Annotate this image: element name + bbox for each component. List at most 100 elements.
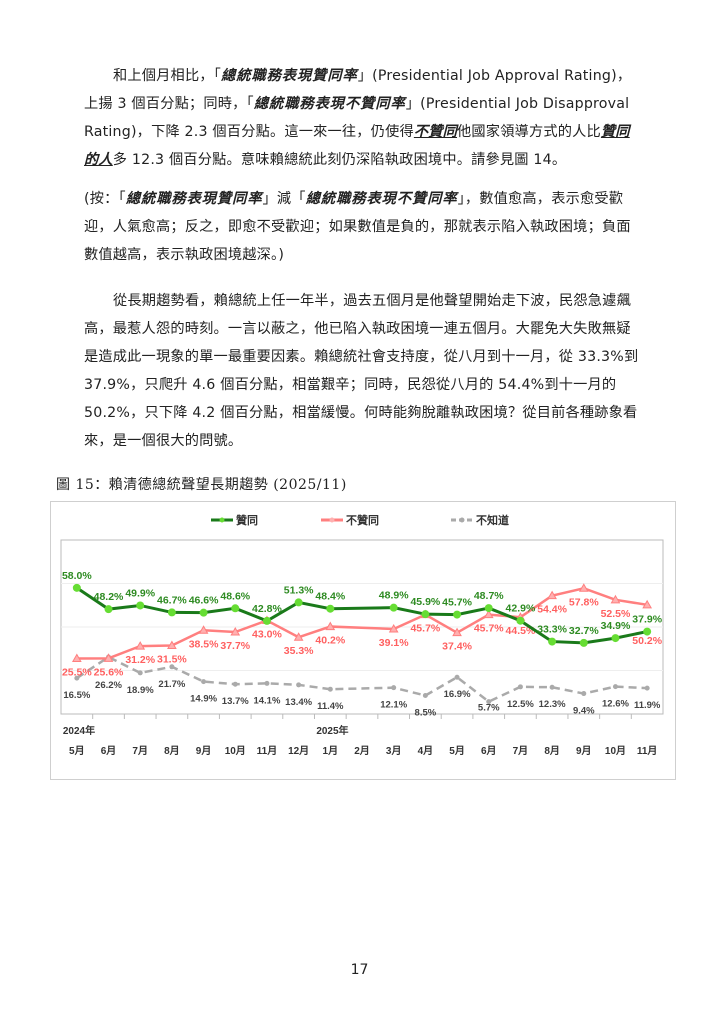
approval-trend-chart: 5月 6月 7月 8月 9月 10月 11月 12月 1月 2月 3月 4月 5月 6月 7月 8月 9月 10月… bbox=[50, 501, 676, 780]
data-point bbox=[483, 609, 494, 619]
data-point bbox=[452, 627, 462, 637]
data-point bbox=[612, 684, 618, 690]
series-line-不知道 bbox=[76, 655, 648, 704]
x-tick-label: 1月 bbox=[323, 745, 339, 757]
data-label: 5.7% bbox=[478, 703, 500, 714]
data-point bbox=[326, 604, 335, 613]
data-point bbox=[642, 599, 653, 609]
body-paragraph: 從長期趨勢看，賴總統上任一年半，過去五個月是他聲望開始走下波，民怨急遽飆高，最惹… bbox=[84, 287, 644, 455]
data-label: 33.3% bbox=[537, 624, 567, 636]
legend-label: 不知道 bbox=[476, 513, 509, 527]
data-point bbox=[486, 699, 492, 705]
data-point bbox=[104, 605, 113, 614]
data-point bbox=[325, 621, 336, 631]
data-point bbox=[294, 598, 303, 607]
x-tick-label: 10月 bbox=[225, 745, 246, 757]
chart-svg: 5月 6月 7月 8月 9月 10月 11月 12月 1月 2月 3月 4月 5月 6月 7月 8月 9月 10月… bbox=[60, 513, 664, 757]
data-point bbox=[264, 680, 270, 686]
data-label: 45.7% bbox=[442, 597, 472, 609]
data-point bbox=[167, 640, 177, 649]
x-tick-label: 7月 bbox=[513, 745, 529, 757]
data-point bbox=[454, 674, 460, 680]
data-point bbox=[198, 625, 209, 634]
data-label: 25.6% bbox=[94, 666, 124, 678]
data-label: 37.9% bbox=[632, 614, 662, 626]
data-label: 39.1% bbox=[379, 637, 409, 649]
legend-label: 不贊同 bbox=[346, 513, 379, 527]
text-segment: 從長期趨勢看，賴總統上任一年半，過去五個月是他聲望開始走下波，民怨急遽飆高，最惹… bbox=[84, 293, 639, 449]
data-label: 13.4% bbox=[285, 697, 312, 708]
data-label: 12.6% bbox=[602, 699, 629, 710]
data-label: 37.4% bbox=[442, 641, 472, 653]
data-label: 13.7% bbox=[222, 696, 249, 707]
data-point bbox=[135, 641, 146, 650]
x-tick-label: 9月 bbox=[576, 745, 592, 757]
data-point bbox=[388, 623, 399, 633]
data-point bbox=[230, 626, 241, 636]
data-label: 14.1% bbox=[253, 695, 280, 706]
x-tick-label: 4月 bbox=[418, 745, 434, 757]
x-tick-label: 10月 bbox=[605, 745, 626, 757]
data-point bbox=[581, 691, 587, 697]
data-label: 43.0% bbox=[252, 628, 282, 640]
data-label: 45.7% bbox=[410, 623, 440, 635]
text-segment: 」減「 bbox=[262, 191, 306, 207]
data-point bbox=[169, 664, 175, 670]
body-paragraph: (按：「總統職務表現贊同率」減「總統職務表現不贊同率」，數值愈高，表示愈受歡迎，… bbox=[84, 185, 644, 269]
data-label: 48.7% bbox=[474, 590, 504, 602]
data-label: 16.9% bbox=[444, 689, 471, 700]
data-point bbox=[422, 693, 428, 699]
data-label: 48.6% bbox=[220, 590, 250, 602]
data-label: 42.9% bbox=[506, 603, 536, 615]
data-point bbox=[453, 610, 462, 619]
data-label: 45.7% bbox=[474, 623, 504, 635]
x-tick-label: 5月 bbox=[449, 745, 465, 757]
data-point bbox=[136, 601, 145, 610]
body-paragraph: 和上個月相比，「總統職務表現贊同率」(Presidential Job Appr… bbox=[84, 62, 644, 174]
data-point bbox=[71, 653, 82, 663]
data-label: 45.9% bbox=[410, 596, 440, 608]
series-line-不贊同 bbox=[76, 586, 648, 660]
data-point bbox=[103, 653, 114, 662]
data-point bbox=[167, 608, 176, 617]
data-label: 46.6% bbox=[189, 595, 219, 607]
x-tick-label: 8月 bbox=[544, 745, 560, 757]
data-label: 16.5% bbox=[63, 690, 90, 701]
data-point bbox=[231, 604, 240, 613]
data-point bbox=[201, 679, 207, 685]
legend-marker bbox=[329, 517, 335, 523]
data-label: 12.3% bbox=[539, 699, 566, 710]
data-point bbox=[262, 616, 271, 625]
data-point bbox=[74, 675, 80, 681]
data-point bbox=[644, 685, 650, 691]
text-segment: 他國家領導方式的人比 bbox=[457, 124, 601, 140]
body-text: 和上個月相比，「總統職務表現贊同率」(Presidential Job Appr… bbox=[50, 62, 680, 455]
x-tick-label: 8月 bbox=[164, 745, 180, 757]
data-label: 38.5% bbox=[189, 638, 219, 650]
data-label: 46.7% bbox=[157, 594, 187, 606]
data-label: 40.2% bbox=[315, 635, 345, 647]
data-point bbox=[548, 637, 557, 646]
data-label: 48.2% bbox=[94, 591, 124, 603]
data-label: 58.0% bbox=[62, 570, 92, 582]
text-segment: 和上個月相比，「 bbox=[113, 68, 222, 84]
data-point bbox=[391, 685, 397, 691]
data-label: 9.4% bbox=[573, 706, 595, 717]
emphasis-text: 總統職務表現贊同率 bbox=[221, 68, 358, 84]
x-tick-label: 2月 bbox=[354, 745, 370, 757]
data-label: 48.4% bbox=[315, 591, 345, 603]
data-label: 14.9% bbox=[190, 694, 217, 705]
page-content: 和上個月相比，「總統職務表現贊同率」(Presidential Job Appr… bbox=[50, 62, 680, 780]
data-point bbox=[517, 684, 523, 690]
x-tick-label: 6月 bbox=[481, 745, 497, 757]
data-label: 35.3% bbox=[284, 645, 314, 657]
data-point bbox=[232, 681, 238, 687]
data-label: 32.7% bbox=[569, 625, 599, 637]
data-point bbox=[578, 583, 589, 592]
data-label: 11.9% bbox=[634, 700, 661, 711]
emphasis-text: 贊同的人 bbox=[84, 124, 630, 168]
data-label: 8.5% bbox=[415, 708, 437, 719]
data-label: 42.8% bbox=[252, 603, 282, 615]
data-label: 51.3% bbox=[284, 584, 314, 596]
series-line-贊同 bbox=[76, 586, 648, 645]
